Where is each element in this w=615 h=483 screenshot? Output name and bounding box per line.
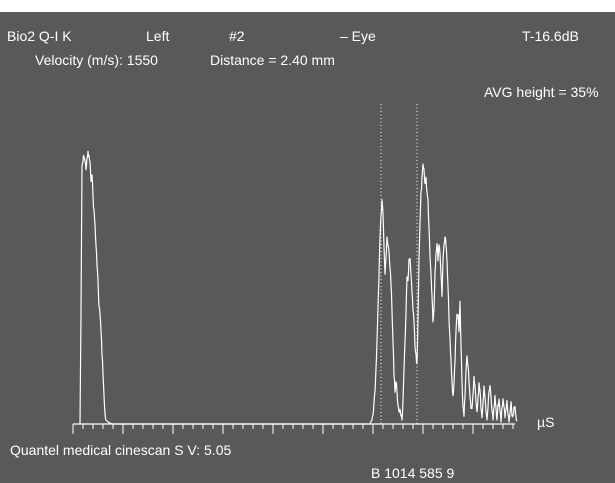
echo-trace [79, 150, 518, 425]
time-axis-ticks [72, 424, 514, 434]
scan-code: B 1014 585 9 [371, 465, 455, 481]
ascan-screen: Bio2 Q-I K Left #2 – Eye T-16.6dB Veloci… [0, 12, 615, 483]
ascan-plot [72, 104, 518, 434]
measurement-number: #2 [229, 28, 245, 44]
side-label: Left [146, 28, 170, 44]
device-info: Quantel medical cinescan S V: 5.05 [10, 442, 232, 458]
structure-label: – Eye [340, 28, 376, 44]
distance-readout: Distance = 2.40 mm [210, 52, 335, 68]
gain-label: T-16.6dB [522, 28, 579, 44]
time-unit-label: µS [537, 414, 555, 430]
velocity-readout: Velocity (m/s): 1550 [35, 52, 158, 68]
avg-height-readout: AVG height = 35% [484, 84, 599, 100]
probe-label: Bio2 Q-I K [7, 28, 72, 44]
